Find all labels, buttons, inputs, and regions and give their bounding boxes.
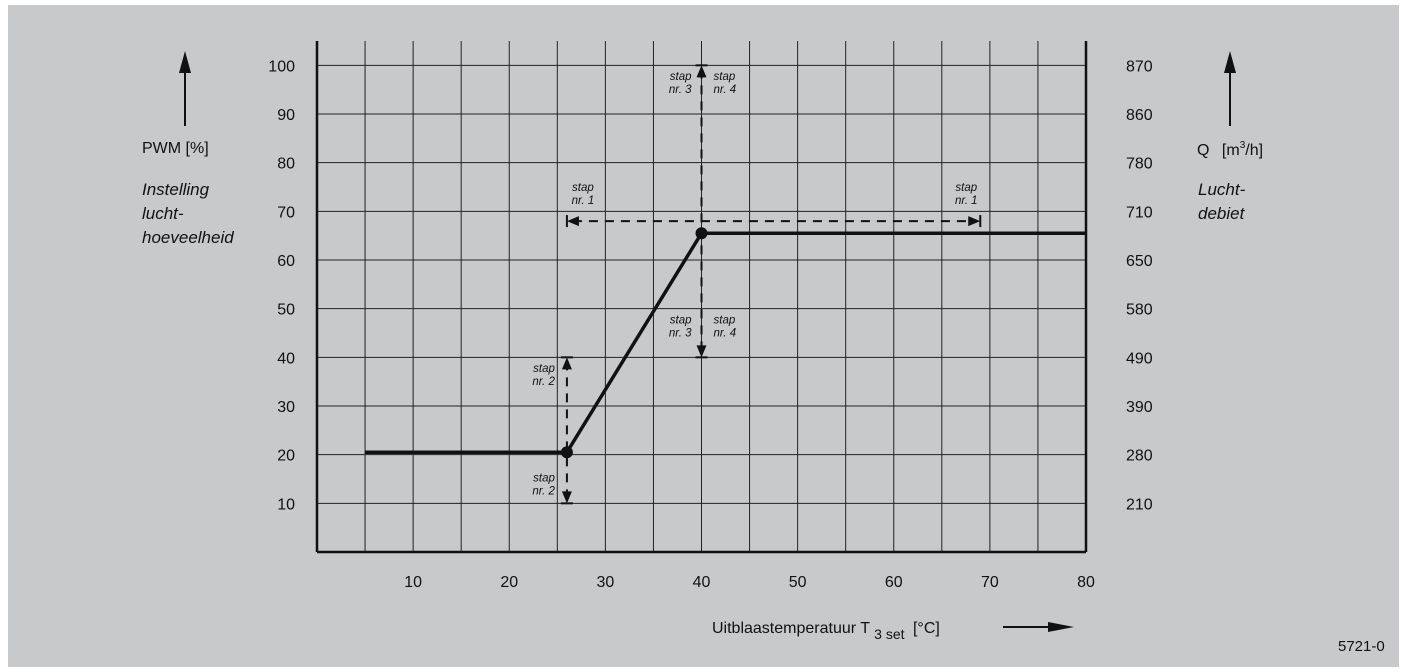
y2-tick-label: 580 — [1126, 302, 1153, 319]
chart-canvas: 10 20 30 40 50 60 70 80 10 20 30 40 50 60 70 80 90 100 2… — [8, 5, 1399, 667]
right-axis-title-unit-open: [m — [1222, 142, 1240, 159]
x-tick-label: 70 — [981, 574, 999, 591]
step4-label-lower-line2: nr. 4 — [714, 327, 737, 339]
step1-label-right-line2: nr. 1 — [955, 195, 978, 207]
left-axis-desc-3: hoeveelheid — [142, 228, 234, 247]
step2-label-lower-line1: stap — [533, 472, 555, 484]
right-axis-title: Q [m3/h] — [1197, 140, 1263, 159]
x-axis-arrow-head — [1048, 622, 1074, 632]
y2-tick-label: 210 — [1126, 496, 1153, 513]
right-axis-title-unit-close: /h] — [1245, 142, 1263, 159]
right-axis-desc-2: debiet — [1198, 204, 1246, 223]
y2-tick-label: 870 — [1126, 58, 1153, 75]
right-axis-title-sup: 3 — [1240, 140, 1246, 151]
y2-tick-labels: 210 280 390 490 580 650 710 780 860 870 — [1126, 58, 1153, 513]
step3-arrowhead-down — [696, 345, 707, 358]
step3-label-upper-line1: stap — [670, 71, 692, 83]
x-tick-label: 50 — [789, 574, 807, 591]
step3-label-lower-line2: nr. 3 — [669, 327, 692, 339]
y2-tick-label: 280 — [1126, 448, 1153, 465]
step2-arrowhead-up — [561, 357, 572, 370]
step3-label-lower-line1: stap — [670, 314, 692, 326]
step4-label-upper-line2: nr. 4 — [714, 84, 737, 96]
step1-arrowhead-right — [968, 216, 981, 227]
y-tick-label: 70 — [277, 204, 295, 221]
figure-code: 5721-0 — [1338, 638, 1385, 655]
x-tick-label: 40 — [693, 574, 711, 591]
y2-tick-label: 860 — [1126, 107, 1153, 124]
step2-label-lower-line2: nr. 2 — [532, 485, 555, 497]
x-tick-label: 10 — [404, 574, 422, 591]
step1-label-right-line1: stap — [955, 182, 977, 194]
step2-label-upper-line2: nr. 2 — [532, 376, 555, 388]
left-axis-title: PWM [%] — [142, 140, 209, 157]
step4-label-lower-line1: stap — [714, 314, 736, 326]
y-tick-label: 100 — [268, 58, 295, 75]
chart-axes-frame — [315, 41, 1088, 554]
series-line — [365, 227, 1086, 459]
x-axis-title-main: Uitblaastemperatuur T — [712, 620, 870, 637]
left-axis-desc-1: Instelling — [142, 180, 210, 199]
series-marker — [560, 446, 573, 459]
series-polyline — [365, 231, 1086, 454]
right-axis-title-q: Q — [1197, 142, 1209, 159]
left-axis-arrow-head — [179, 51, 191, 73]
step4-label-upper-line1: stap — [714, 71, 736, 83]
y2-tick-label: 390 — [1126, 399, 1153, 416]
step3-label-upper-line2: nr. 3 — [669, 84, 692, 96]
y2-tick-label: 490 — [1126, 350, 1153, 367]
step1-arrowhead-left — [566, 216, 579, 227]
y-tick-label: 80 — [277, 156, 295, 173]
x-tick-label: 30 — [596, 574, 614, 591]
y-tick-label: 90 — [277, 107, 295, 124]
y2-tick-label: 710 — [1126, 204, 1153, 221]
x-tick-label: 60 — [885, 574, 903, 591]
y-tick-labels: 10 20 30 40 50 60 70 80 90 100 — [268, 58, 295, 513]
right-axis-arrow-head — [1224, 51, 1236, 73]
x-axis-title-sub: 3 set — [874, 626, 904, 642]
y-tick-label: 30 — [277, 399, 295, 416]
y-tick-label: 60 — [277, 253, 295, 270]
chart-svg: 10 20 30 40 50 60 70 80 10 20 30 40 50 60 70 80 90 100 2… — [142, 41, 1385, 655]
y2-tick-label: 780 — [1126, 156, 1153, 173]
y-tick-label: 40 — [277, 350, 295, 367]
step2-label-upper-line1: stap — [533, 363, 555, 375]
series-marker — [695, 227, 708, 240]
y-tick-label: 50 — [277, 302, 295, 319]
y2-tick-label: 650 — [1126, 253, 1153, 270]
x-tick-labels: 10 20 30 40 50 60 70 80 — [404, 574, 1095, 591]
step1-label-left-line1: stap — [572, 182, 594, 194]
x-axis-title: Uitblaastemperatuur T 3 set [°C] — [712, 620, 940, 643]
x-axis-title-unit: [°C] — [913, 620, 940, 637]
x-tick-label: 20 — [500, 574, 518, 591]
right-axis-desc-1: Lucht- — [1198, 180, 1246, 199]
axis-labels: PWM [%] Instelling lucht- hoeveelheid Q … — [142, 51, 1385, 655]
left-axis-desc-2: lucht- — [142, 204, 184, 223]
x-tick-label: 80 — [1077, 574, 1095, 591]
y-tick-label: 20 — [277, 448, 295, 465]
step3-arrowhead-up — [696, 65, 707, 78]
step2-arrowhead-down — [561, 491, 572, 504]
step1-label-left-line2: nr. 1 — [572, 195, 595, 207]
y-tick-label: 10 — [277, 496, 295, 513]
